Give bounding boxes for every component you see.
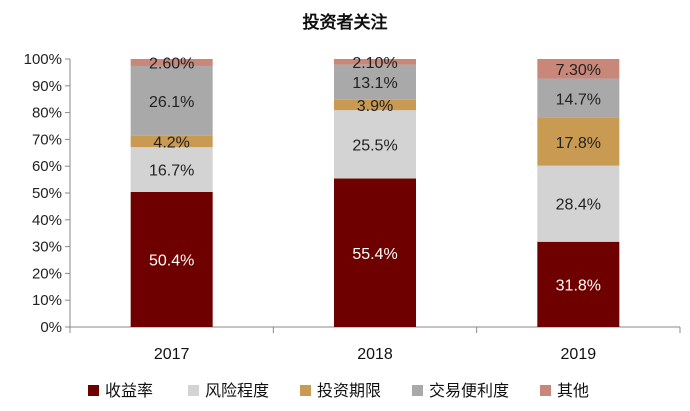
data-label: 16.7%	[149, 163, 194, 180]
legend-label: 其他	[557, 381, 589, 400]
bar-segment	[334, 99, 416, 111]
bar-segment	[334, 178, 416, 327]
data-label: 14.7%	[556, 91, 601, 108]
y-tick-label: 60%	[32, 158, 62, 175]
legend-label: 投资期限	[317, 381, 381, 400]
data-label: 31.8%	[556, 277, 601, 294]
chart-axes: 0% 10% 20% 30% 40% 50% 60% 70% 80% 90% 100% 2017 201…	[24, 51, 681, 363]
y-tick-label: 20%	[32, 265, 62, 282]
y-tick-label: 40%	[32, 212, 62, 229]
bar-segment	[130, 147, 213, 192]
y-tick-label: 30%	[32, 239, 62, 256]
data-label: 2.10%	[352, 55, 397, 72]
data-label: 25.5%	[352, 137, 397, 154]
legend-label: 收益率	[105, 381, 153, 400]
y-tick-label: 10%	[32, 292, 62, 309]
bar-segment	[537, 59, 620, 79]
legend-swatch	[300, 385, 311, 396]
data-label: 4.2%	[153, 135, 189, 152]
data-label: 55.4%	[352, 246, 397, 263]
data-label: 26.1%	[149, 94, 194, 111]
legend-swatch	[188, 385, 199, 396]
x-tick-label: 2019	[561, 346, 597, 363]
y-tick-label: 0%	[40, 319, 62, 336]
chart-legend: 收益率 风险程度 投资期限 交易便利度 其他	[88, 381, 589, 400]
legend-label: 风险程度	[205, 381, 269, 400]
bar-segment	[537, 165, 620, 242]
y-tick-label: 80%	[32, 105, 62, 122]
data-label: 50.4%	[149, 252, 194, 269]
legend-swatch	[88, 385, 99, 396]
bar-segment	[334, 59, 416, 65]
chart-bars: 50.4% 16.7% 4.2% 26.1% 2.60% 55.4% 25.5% 3.9% 13…	[130, 55, 620, 327]
data-label: 2.60%	[149, 55, 194, 72]
y-tick-label: 70%	[32, 131, 62, 148]
data-label: 3.9%	[357, 98, 393, 115]
data-label: 13.1%	[352, 75, 397, 92]
bar-segment	[537, 241, 620, 327]
y-tick-label: 90%	[32, 78, 62, 95]
legend-swatch	[412, 385, 423, 396]
legend-label: 交易便利度	[429, 381, 509, 400]
bar-segment	[537, 117, 620, 166]
x-tick-label: 2017	[154, 346, 190, 363]
data-label: 17.8%	[556, 135, 601, 152]
data-label: 7.30%	[556, 62, 601, 79]
bar-segment	[130, 191, 213, 327]
data-label: 28.4%	[556, 197, 601, 214]
bar-segment	[334, 110, 416, 179]
x-tick-label: 2018	[357, 346, 393, 363]
bar-segment	[537, 78, 620, 118]
bar-segment	[130, 135, 213, 148]
legend-swatch	[540, 385, 551, 396]
bar-segment	[130, 59, 213, 66]
y-tick-label: 50%	[32, 185, 62, 202]
bar-segment	[130, 65, 213, 136]
chart-title: 投资者关注	[303, 12, 388, 33]
bar-segment	[334, 64, 416, 100]
y-tick-label: 100%	[24, 51, 62, 68]
